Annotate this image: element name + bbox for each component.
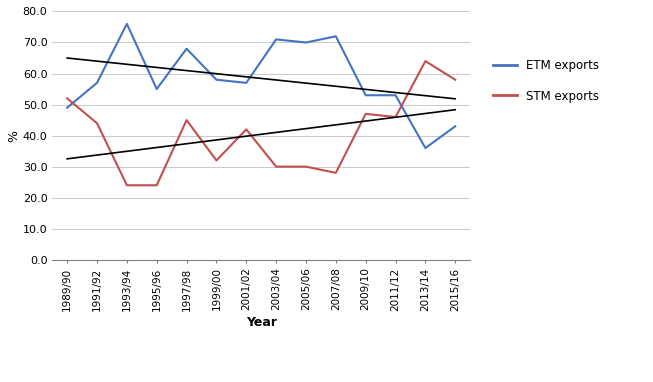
Legend: ETM exports, STM exports: ETM exports, STM exports (488, 55, 604, 108)
X-axis label: Year: Year (246, 316, 277, 329)
Y-axis label: %: % (7, 129, 20, 142)
